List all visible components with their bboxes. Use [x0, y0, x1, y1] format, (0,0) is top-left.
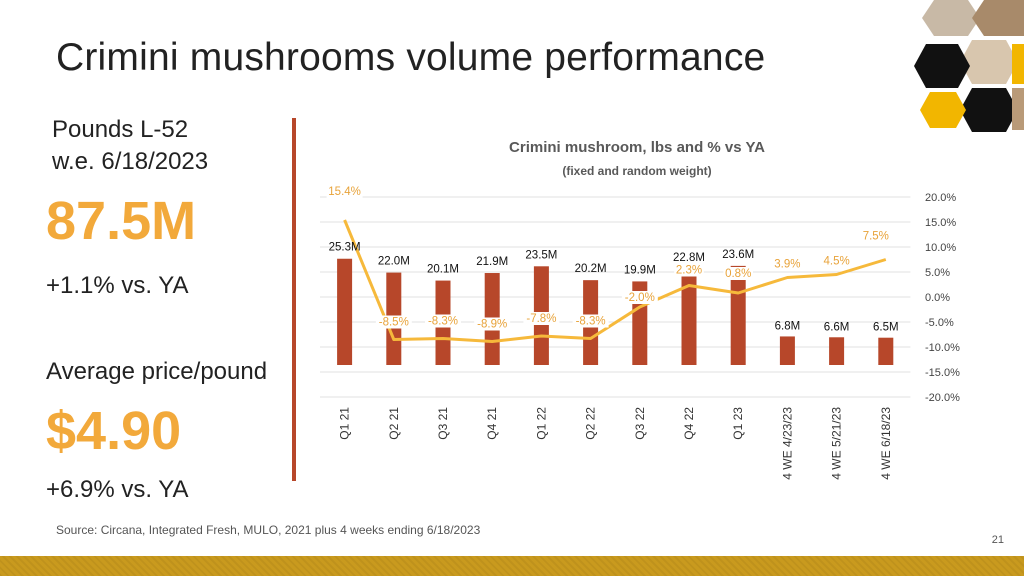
bar-value-label: 22.8M — [673, 252, 705, 264]
category-label: 4 WE 6/18/23 — [879, 407, 893, 480]
pct-value-label: 7.5% — [863, 231, 889, 243]
bottom-band — [0, 556, 1024, 576]
pct-label-bg — [723, 267, 753, 280]
bar-value-label: 19.9M — [624, 264, 656, 276]
category-label: Q1 21 — [338, 407, 352, 440]
bar-9 — [779, 336, 795, 365]
pct-label-bg — [375, 315, 412, 329]
hex-image-mushrooms-3 — [960, 40, 1018, 84]
bar-value-label: 20.1M — [427, 264, 459, 276]
hex-gold-1 — [1012, 44, 1024, 84]
bar-value-label: 25.3M — [329, 242, 361, 254]
y2-tick-label: -20.0% — [925, 392, 960, 404]
pct-label-bg — [772, 257, 803, 271]
pct-value-label: 4.5% — [823, 256, 849, 268]
pounds-value: 87.5M — [46, 191, 197, 251]
category-label: Q2 22 — [584, 407, 598, 440]
pounds-label-line2: w.e. 6/18/2023 — [52, 148, 209, 175]
chart: Crimini mushroom, lbs and % vs YA (fixed… — [320, 139, 960, 480]
pct-value-label: 3.9% — [774, 259, 800, 271]
category-label: Q1 23 — [731, 407, 745, 440]
pct-label-bg — [821, 254, 852, 268]
bar-11 — [878, 337, 894, 365]
y2-tick-label: -10.0% — [925, 342, 960, 354]
pct-value-label: 15.4% — [328, 186, 361, 198]
bar-0 — [337, 258, 353, 365]
category-label: Q3 21 — [436, 407, 450, 440]
category-label: Q2 21 — [387, 407, 401, 440]
hex-dark-1 — [914, 44, 970, 88]
divider-line — [292, 118, 296, 481]
chart-title: Crimini mushroom, lbs and % vs YA — [509, 139, 765, 156]
bar-value-label: 6.6M — [824, 321, 850, 333]
hex-dark-2 — [960, 88, 1018, 132]
pct-label-bg — [326, 185, 363, 198]
y2-tick-label: -5.0% — [925, 317, 954, 329]
price-delta: +6.9% vs. YA — [46, 476, 189, 503]
pounds-label-line1: Pounds L-52 — [52, 116, 189, 143]
category-label: Q4 21 — [485, 407, 499, 440]
pct-label-bg — [474, 317, 511, 331]
y2-tick-label: 20.0% — [925, 192, 956, 204]
bar-8 — [730, 265, 746, 365]
source-note: Source: Circana, Integrated Fresh, MULO,… — [56, 523, 481, 537]
y2-tick-label: -15.0% — [925, 367, 960, 379]
page-number: 21 — [991, 534, 1004, 546]
pct-line — [343, 219, 887, 343]
bar-value-label: 6.8M — [775, 320, 801, 332]
price-label: Average price/pound — [46, 358, 268, 385]
decorative-hex-images — [914, 0, 1024, 132]
pct-value-label: 2.3% — [676, 265, 702, 277]
hex-image-mushrooms-4 — [1012, 88, 1024, 130]
bar-value-label: 6.5M — [873, 322, 899, 334]
pct-label-bg — [425, 314, 461, 328]
chart-subtitle: (fixed and random weight) — [562, 164, 711, 178]
bar-7 — [681, 269, 697, 365]
hex-image-mushrooms-2 — [972, 0, 1024, 36]
pct-value-label: -8.9% — [477, 319, 507, 331]
page-title: Crimini mushrooms volume performance — [56, 36, 766, 79]
category-label: 4 WE 5/21/23 — [830, 407, 844, 480]
price-value: $4.90 — [46, 401, 182, 461]
pct-label-bg — [861, 229, 891, 243]
bar-10 — [829, 337, 845, 365]
bar-value-label: 21.9M — [476, 256, 508, 268]
hex-gold-2 — [920, 92, 966, 128]
pct-value-label: -2.0% — [625, 292, 655, 304]
bar-value-label: 23.6M — [722, 249, 754, 261]
y2-tick-label: 0.0% — [925, 292, 950, 304]
hex-image-mushrooms-1 — [922, 0, 980, 36]
y2-tick-label: 15.0% — [925, 217, 956, 229]
pct-label-bg — [674, 263, 704, 277]
bar-value-label: 22.0M — [378, 256, 410, 268]
bar-value-label: 20.2M — [575, 263, 607, 275]
pct-label-bg — [523, 312, 560, 325]
category-label: Q3 22 — [633, 407, 647, 440]
pct-value-label: 0.8% — [725, 268, 751, 280]
pct-value-label: -8.5% — [379, 317, 409, 329]
pct-value-label: -8.3% — [576, 316, 606, 328]
bar-value-label: 23.5M — [525, 249, 557, 261]
pct-value-label: -8.3% — [428, 316, 458, 328]
y2-tick-label: 10.0% — [925, 242, 956, 254]
pounds-delta: +1.1% vs. YA — [46, 272, 189, 299]
category-label: Q4 22 — [682, 407, 696, 440]
pct-label-bg — [572, 314, 609, 328]
category-label: 4 WE 4/23/23 — [780, 407, 794, 480]
category-label: Q1 22 — [534, 407, 548, 440]
pct-value-label: -7.8% — [526, 313, 556, 325]
y2-tick-label: 5.0% — [925, 267, 950, 279]
pct-label-bg — [621, 291, 658, 304]
